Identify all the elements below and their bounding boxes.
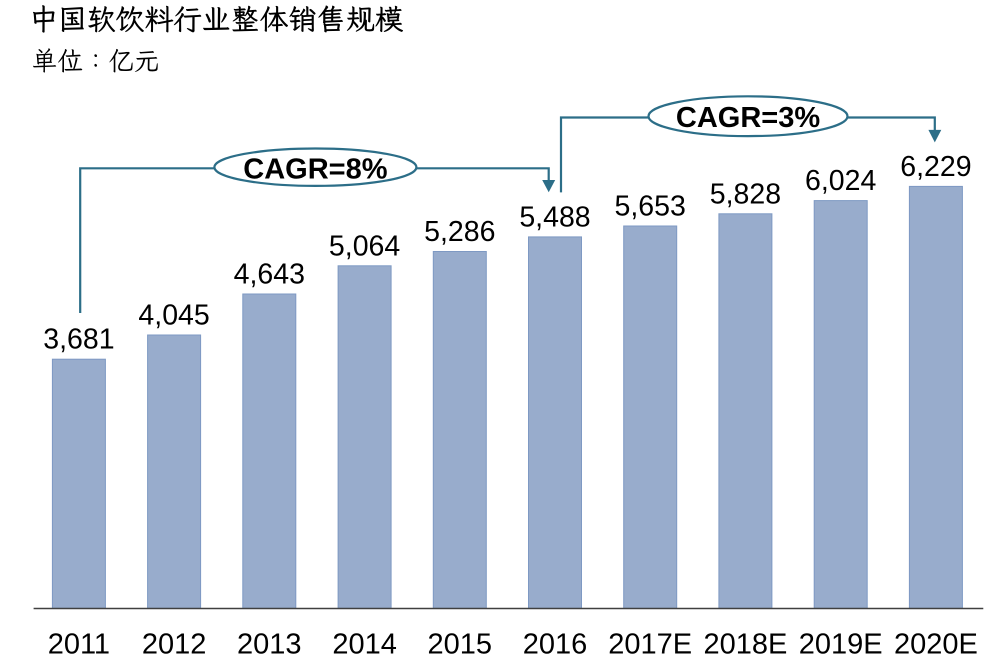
svg-text:2020E: 2020E: [894, 629, 978, 661]
svg-text:2017E: 2017E: [608, 629, 692, 661]
svg-text:6,024: 6,024: [805, 165, 876, 197]
svg-text:2019E: 2019E: [799, 629, 883, 661]
svg-text:2013: 2013: [237, 629, 302, 661]
svg-text:2014: 2014: [332, 629, 397, 661]
svg-text:2015: 2015: [428, 629, 493, 661]
svg-text:CAGR=3%: CAGR=3%: [676, 102, 820, 134]
svg-text:2016: 2016: [523, 629, 588, 661]
svg-text:5,828: 5,828: [710, 178, 781, 210]
svg-text:5,064: 5,064: [329, 230, 400, 262]
svg-text:4,643: 4,643: [234, 259, 305, 291]
svg-text:5,286: 5,286: [424, 216, 495, 248]
svg-text:3,681: 3,681: [43, 324, 114, 356]
svg-text:2011: 2011: [48, 629, 110, 661]
svg-text:5,488: 5,488: [519, 201, 590, 233]
svg-text:CAGR=8%: CAGR=8%: [243, 154, 387, 186]
svg-text:2012: 2012: [142, 629, 207, 661]
svg-text:4,045: 4,045: [138, 300, 209, 332]
svg-text:6,229: 6,229: [900, 151, 971, 183]
svg-text:5,653: 5,653: [615, 191, 686, 223]
svg-text:2018E: 2018E: [703, 629, 787, 661]
